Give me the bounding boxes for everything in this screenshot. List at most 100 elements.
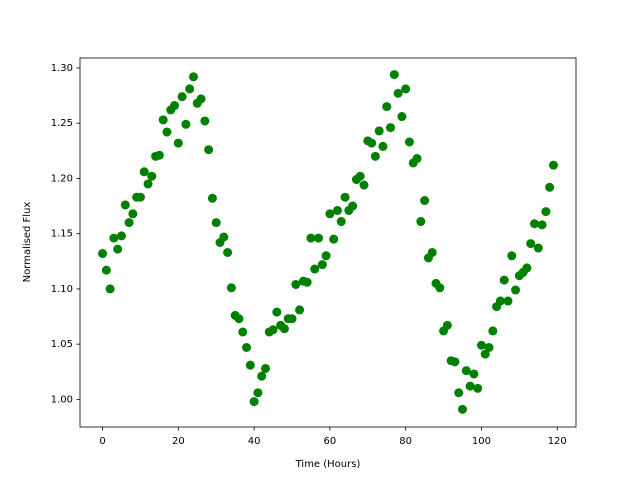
data-point	[211, 218, 221, 228]
data-point	[223, 247, 233, 257]
data-point	[495, 296, 505, 306]
data-point	[314, 233, 324, 243]
data-point	[450, 357, 460, 367]
data-point	[162, 127, 172, 137]
data-point	[541, 207, 551, 217]
data-point	[484, 342, 494, 352]
data-point	[260, 363, 270, 373]
data-point	[355, 171, 365, 181]
data-point	[173, 138, 183, 148]
data-point	[234, 314, 244, 324]
data-point	[257, 371, 267, 381]
data-point	[458, 404, 468, 414]
x-tick-label: 20	[172, 436, 185, 447]
data-point	[113, 244, 123, 254]
data-point	[219, 232, 229, 242]
x-tick-label: 60	[324, 436, 337, 447]
data-point	[533, 243, 543, 253]
data-point	[386, 123, 396, 133]
data-point	[147, 171, 157, 181]
x-tick-label: 0	[99, 436, 105, 447]
data-point	[507, 251, 517, 261]
data-point	[226, 283, 236, 293]
data-point	[404, 137, 414, 147]
data-point	[511, 285, 521, 295]
data-point	[306, 233, 316, 243]
data-point	[101, 265, 111, 275]
data-point	[545, 182, 555, 192]
data-point	[116, 231, 126, 241]
y-tick-label: 1.10	[51, 284, 73, 295]
data-point	[480, 349, 490, 359]
data-point	[499, 275, 509, 285]
data-point	[503, 296, 513, 306]
data-point	[412, 154, 422, 164]
data-point	[435, 283, 445, 293]
data-point	[427, 247, 437, 257]
data-point	[548, 160, 558, 170]
data-point	[295, 305, 305, 315]
data-point	[389, 70, 399, 80]
data-point	[465, 381, 475, 391]
data-point	[310, 264, 320, 274]
data-point	[420, 196, 430, 206]
data-point	[249, 397, 259, 407]
data-point	[109, 233, 119, 243]
plot-area	[79, 57, 577, 428]
data-point	[188, 72, 198, 82]
y-tick-label: 1.20	[51, 173, 73, 184]
data-point	[143, 179, 153, 189]
data-point	[359, 180, 369, 190]
data-point	[321, 251, 331, 261]
data-point	[242, 342, 252, 352]
data-point	[253, 388, 263, 398]
data-point	[374, 126, 384, 136]
data-point	[181, 119, 191, 129]
data-point	[473, 383, 483, 393]
data-point	[401, 84, 411, 94]
data-point	[204, 145, 214, 155]
data-point	[416, 217, 426, 227]
data-point	[287, 314, 297, 324]
data-point	[238, 327, 248, 337]
data-point	[139, 167, 149, 177]
data-point	[154, 150, 164, 160]
x-axis-label: Time (Hours)	[295, 459, 361, 470]
data-point	[340, 192, 350, 202]
data-point	[336, 217, 346, 227]
data-point	[397, 112, 407, 122]
data-point	[382, 102, 392, 112]
data-point	[105, 284, 115, 294]
data-point	[185, 84, 195, 94]
data-point	[454, 388, 464, 398]
data-point	[170, 101, 180, 111]
data-point	[317, 260, 327, 270]
data-point	[128, 209, 138, 219]
data-point	[329, 234, 339, 244]
data-point	[537, 220, 547, 230]
data-point	[325, 209, 335, 219]
data-point	[393, 88, 403, 98]
data-point	[348, 201, 358, 211]
data-point	[124, 218, 134, 228]
data-point	[268, 325, 278, 335]
data-point	[196, 94, 206, 104]
data-point	[135, 192, 145, 202]
data-point	[207, 193, 217, 203]
data-point	[98, 249, 108, 259]
data-point	[200, 116, 210, 126]
data-point	[302, 277, 312, 287]
x-tick-label: 120	[548, 436, 567, 447]
data-point	[522, 263, 532, 273]
data-point	[488, 326, 498, 336]
x-tick-label: 40	[248, 436, 261, 447]
data-point	[291, 279, 301, 289]
data-point	[367, 138, 377, 148]
data-point	[469, 369, 479, 379]
data-point	[526, 239, 536, 249]
data-point	[476, 340, 486, 350]
data-point	[158, 115, 168, 125]
y-tick-label: 1.15	[51, 229, 73, 240]
